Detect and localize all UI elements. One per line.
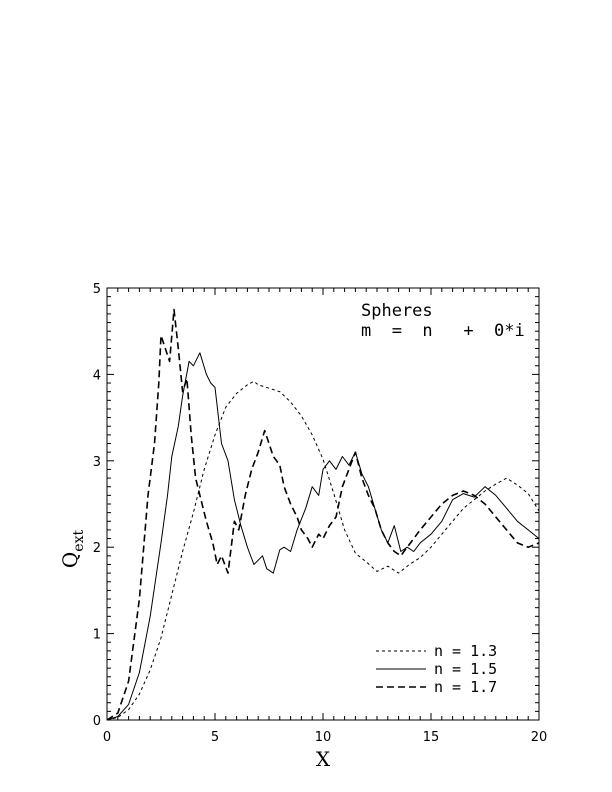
svg-text:Qext: Qext: [58, 530, 87, 569]
series-line: [106, 308, 540, 721]
y-tick-label: 2: [93, 541, 101, 556]
y-tick-label: 4: [93, 368, 101, 383]
x-tick-label: 5: [211, 730, 219, 745]
y-axis-label-sub: ext: [71, 530, 87, 552]
annotation-line1: Spheres: [361, 301, 433, 321]
axis-ticks: 0 5 10 15 20 0 1 2 3 4 5: [93, 282, 548, 745]
legend: n = 1.3n = 1.5n = 1.7: [376, 642, 497, 696]
y-tick-label: 0: [93, 714, 101, 729]
legend-label: n = 1.3: [434, 642, 497, 660]
x-tick-label: 0: [103, 730, 111, 745]
y-axis-label-main: Q: [58, 552, 82, 568]
y-tick-label: 3: [93, 455, 101, 470]
x-tick-label: 20: [531, 730, 548, 745]
annotation-line2: m = n + 0*i: [361, 321, 525, 341]
series-line: [106, 352, 540, 721]
x-tick-label: 10: [315, 730, 332, 745]
x-tick-label: 15: [423, 730, 440, 745]
legend-label: n = 1.5: [434, 660, 497, 678]
series-line: [106, 380, 540, 721]
x-axis-label: X: [316, 747, 331, 771]
legend-label: n = 1.7: [434, 678, 497, 696]
y-tick-label: 1: [93, 628, 101, 643]
y-axis-label: Qext: [58, 530, 87, 569]
y-tick-label: 5: [93, 282, 101, 297]
series-layer: [106, 308, 540, 721]
